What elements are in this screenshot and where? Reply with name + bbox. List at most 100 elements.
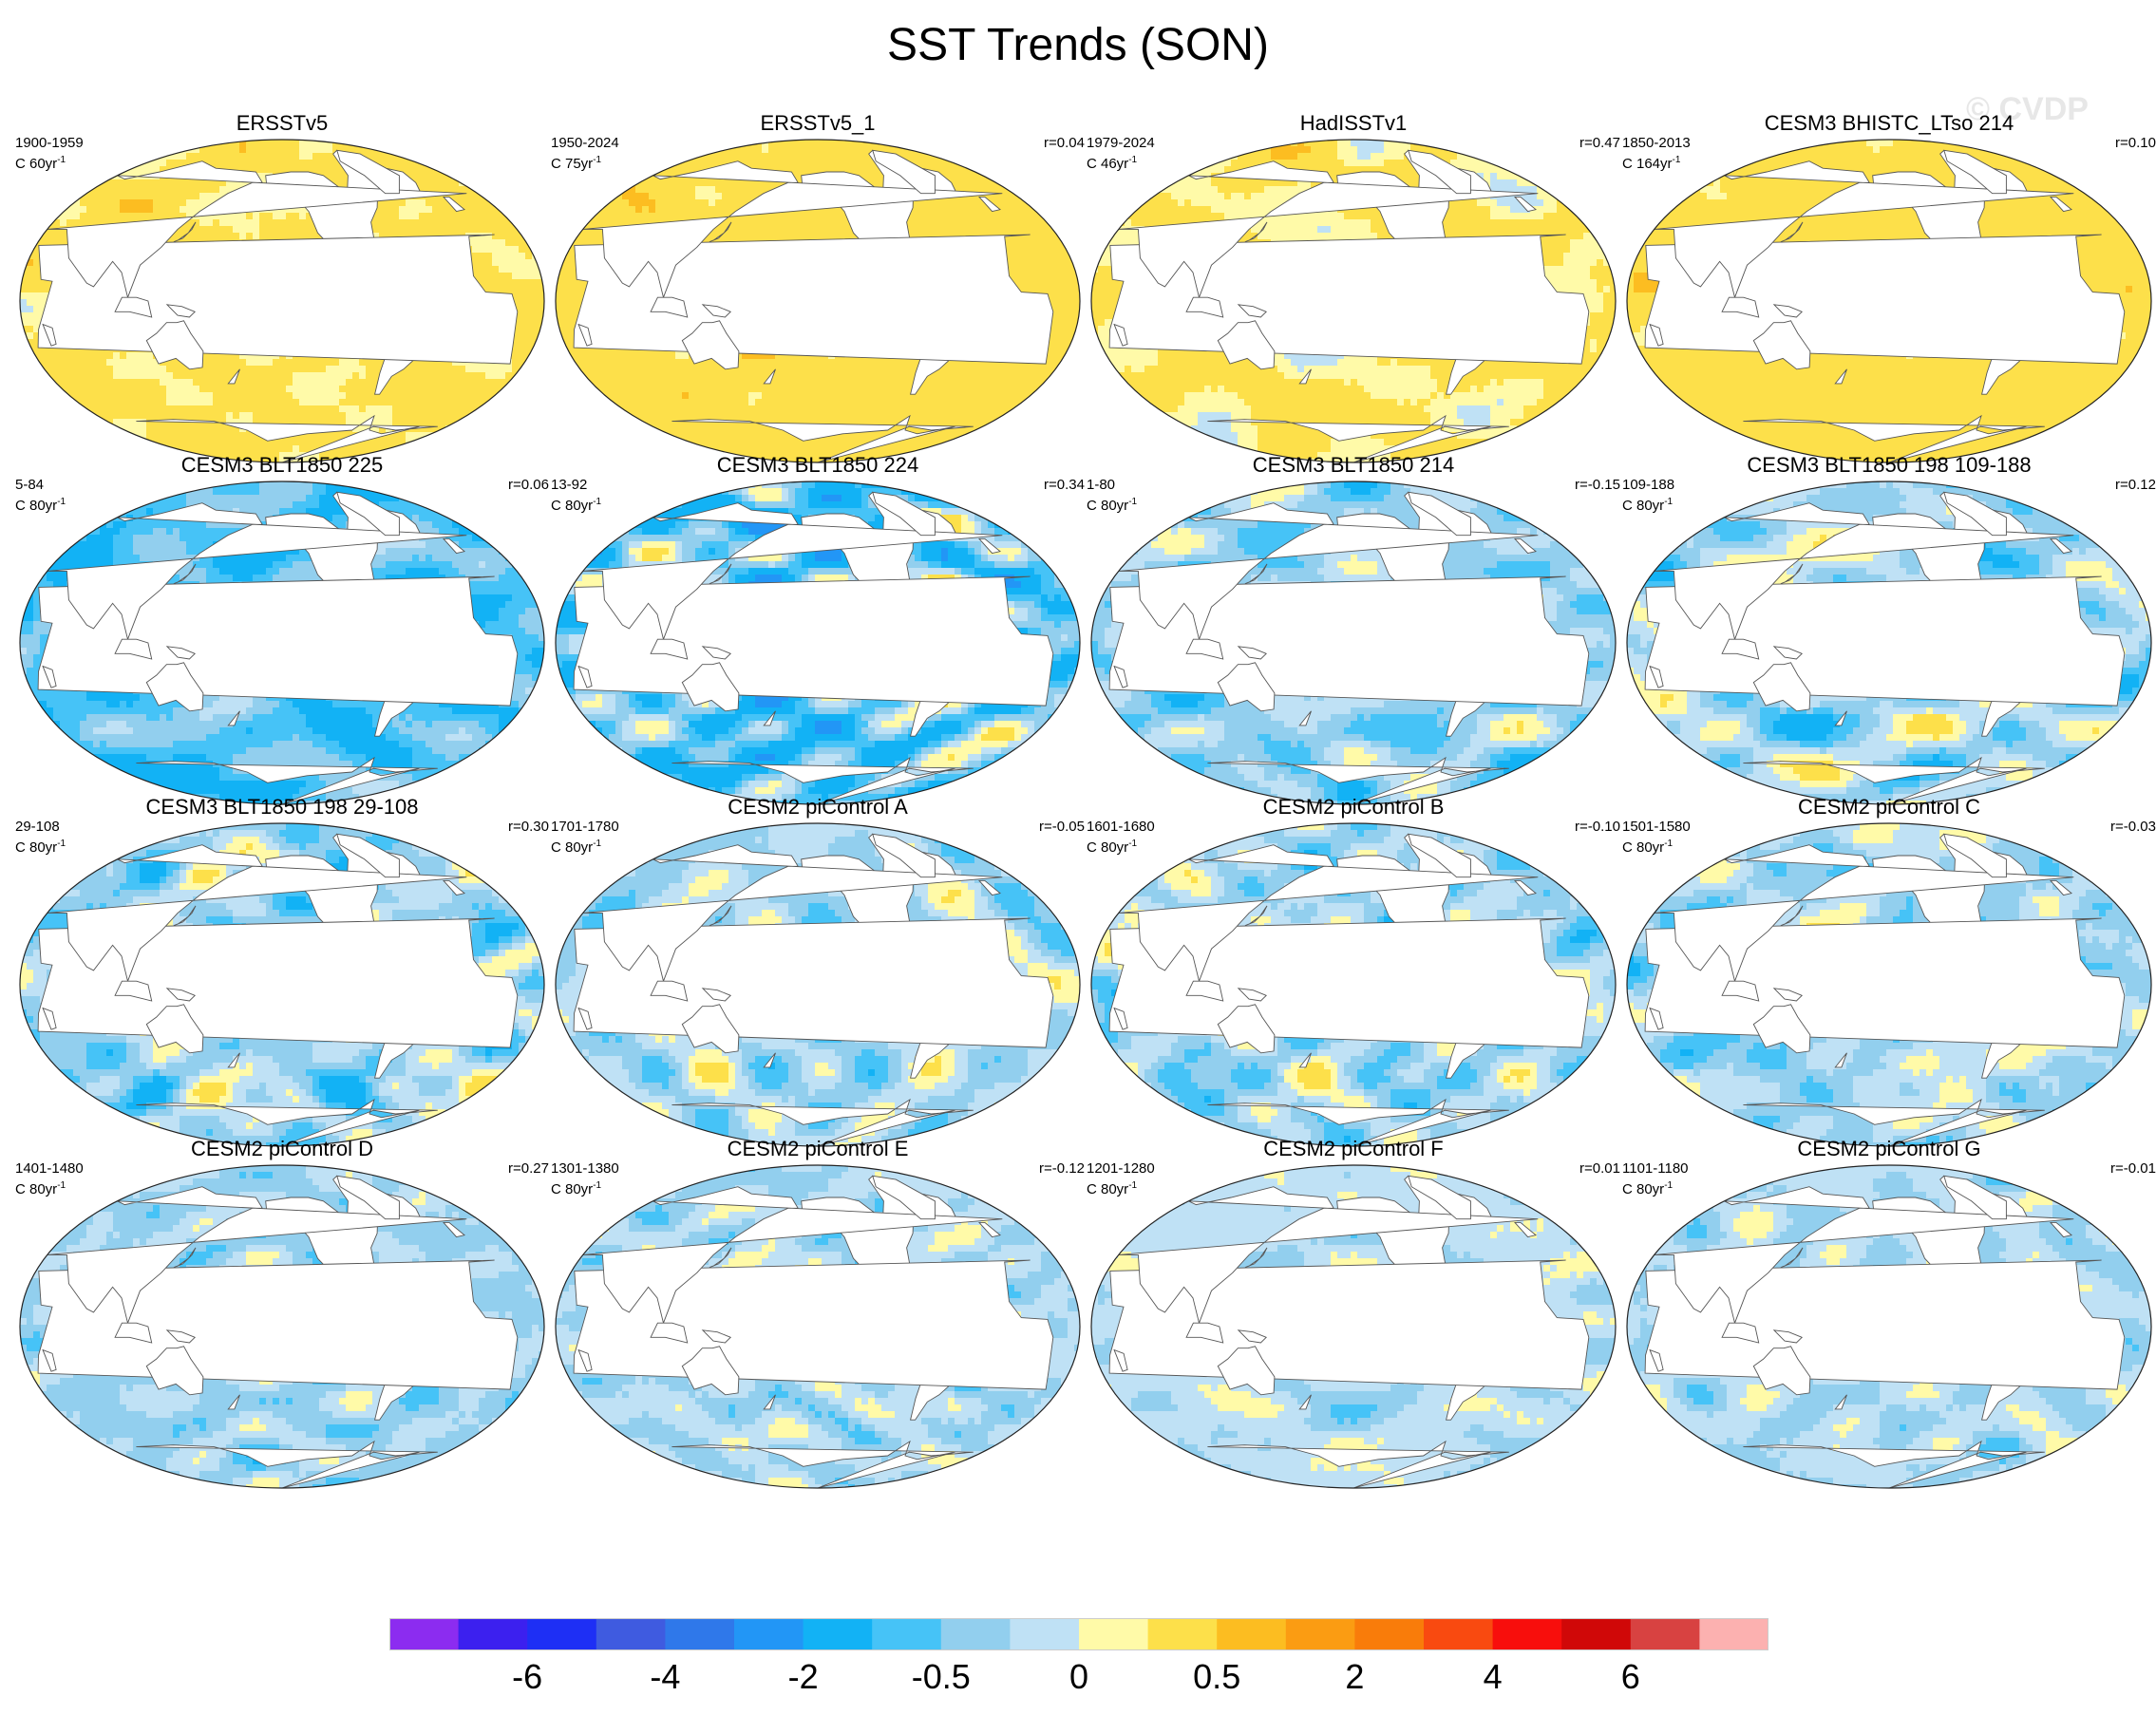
- panel-units: C 80yr-1: [1622, 836, 1673, 857]
- colorbar-swatch: [804, 1618, 873, 1650]
- colorbar-swatch: [1286, 1618, 1355, 1650]
- figure-title: SST Trends (SON): [0, 19, 2156, 72]
- panel-units-text: C 80yr: [15, 498, 57, 514]
- colorbar-swatch: [1631, 1618, 1700, 1650]
- sst-trend-map: [551, 135, 1085, 467]
- panel-units: C 75yr-1: [551, 152, 601, 173]
- panel-pattern-correlation: r=0.01: [1579, 1160, 1620, 1178]
- panel-units: C 80yr-1: [1087, 494, 1137, 515]
- panel-pattern-correlation: r=0.12: [2115, 477, 2156, 494]
- panel-units-exponent: -1: [1673, 155, 1681, 165]
- panel-units: C 164yr-1: [1622, 152, 1680, 173]
- panel-units-text: C 80yr: [1087, 1181, 1128, 1197]
- panel-units-text: C 60yr: [15, 156, 57, 172]
- panel-year-range: 1101-1180: [1622, 1160, 1689, 1178]
- panel-units-text: C 80yr: [15, 839, 57, 856]
- panel-pattern-correlation: r=-0.12: [1039, 1160, 1085, 1178]
- colorbar-swatch: [527, 1618, 596, 1650]
- panel-units-exponent: -1: [1128, 1180, 1137, 1191]
- colorbar-swatch: [1217, 1618, 1286, 1650]
- panel-pattern-correlation: r=0.10: [2115, 135, 2156, 152]
- map-panel: CESM3 BLT1850 198 29-108 29-108 C 80yr-1 r=…: [15, 796, 549, 1157]
- colorbar-swatch: [1079, 1618, 1148, 1650]
- map-panel: ERSSTv5 1900-1959 C 60yr-1: [15, 112, 549, 473]
- panel-units-exponent: -1: [57, 155, 66, 165]
- panel-year-range: 13-92: [551, 477, 587, 494]
- colorbar-swatch: [1493, 1618, 1562, 1650]
- panel-year-range: 1501-1580: [1622, 819, 1691, 836]
- panel-year-range: 1850-2013: [1622, 135, 1691, 152]
- panel-units: C 80yr-1: [1087, 836, 1137, 857]
- sst-trend-map: [15, 135, 549, 467]
- panel-title: CESM3 BHISTC_LTso 214: [1622, 112, 2156, 135]
- panel-title: CESM3 BLT1850 198 109-188: [1622, 454, 2156, 477]
- map-panel: CESM3 BLT1850 225 5-84 C 80yr-1 r=0.06: [15, 454, 549, 815]
- panel-units-exponent: -1: [1664, 839, 1673, 849]
- sst-trend-map: [15, 477, 549, 809]
- colorbar-swatch: [596, 1618, 666, 1650]
- panel-pattern-correlation: r=-0.15: [1575, 477, 1620, 494]
- panel-units: C 80yr-1: [1622, 494, 1673, 515]
- panel-title: CESM2 piControl B: [1087, 796, 1620, 819]
- panel-units-text: C 80yr: [15, 1181, 57, 1197]
- panel-units-exponent: -1: [57, 497, 66, 507]
- panel-year-range: 29-108: [15, 819, 60, 836]
- sst-trend-map: [15, 1160, 549, 1493]
- colorbar: [389, 1618, 1768, 1650]
- panel-units-exponent: -1: [57, 1180, 66, 1191]
- colorbar-tick-label: 2: [1345, 1656, 1364, 1698]
- colorbar-swatch: [1699, 1618, 1768, 1650]
- panel-pattern-correlation: r=0.34: [1044, 477, 1085, 494]
- colorbar-swatch: [1354, 1618, 1424, 1650]
- panel-units: C 80yr-1: [15, 494, 66, 515]
- sst-trend-map: [1622, 477, 2156, 809]
- colorbar-swatch: [734, 1618, 804, 1650]
- panel-units: C 46yr-1: [1087, 152, 1137, 173]
- panel-pattern-correlation: r=0.04: [1044, 135, 1085, 152]
- panel-title: CESM3 BLT1850 224: [551, 454, 1085, 477]
- sst-trend-map: [15, 819, 549, 1151]
- colorbar-tick-label: -4: [650, 1656, 680, 1698]
- panel-units-exponent: -1: [57, 839, 66, 849]
- panel-year-range: 1979-2024: [1087, 135, 1155, 152]
- panel-title: CESM2 piControl C: [1622, 796, 2156, 819]
- map-panel: HadISSTv1 1979-2024 C 46yr-1 r=0.47: [1087, 112, 1620, 473]
- panel-units: C 80yr-1: [15, 836, 66, 857]
- panel-units-exponent: -1: [593, 497, 601, 507]
- map-panel: CESM2 piControl A 1701-1780 C 80yr-1 r=-0.0…: [551, 796, 1085, 1157]
- panel-units-exponent: -1: [593, 839, 601, 849]
- panel-year-range: 1-80: [1087, 477, 1115, 494]
- panel-units-exponent: -1: [1128, 155, 1137, 165]
- panel-units: C 80yr-1: [551, 836, 601, 857]
- colorbar-swatch: [941, 1618, 1011, 1650]
- panel-title: CESM2 piControl E: [551, 1138, 1085, 1160]
- map-panel: CESM2 piControl D 1401-1480 C 80yr-1 r=0.27: [15, 1138, 549, 1498]
- panel-units-text: C 80yr: [1087, 498, 1128, 514]
- panel-title: CESM3 BLT1850 214: [1087, 454, 1620, 477]
- panel-year-range: 1401-1480: [15, 1160, 84, 1178]
- panel-year-range: 1950-2024: [551, 135, 619, 152]
- panel-units: C 80yr-1: [1622, 1178, 1673, 1198]
- sst-trend-map: [1087, 1160, 1620, 1493]
- panel-title: CESM2 piControl A: [551, 796, 1085, 819]
- panel-pattern-correlation: r=0.30: [508, 819, 549, 836]
- map-panel: ERSSTv5_1 1950-2024 C 75yr-1 r=0.04: [551, 112, 1085, 473]
- sst-trend-map: [1087, 819, 1620, 1151]
- colorbar-tick-label: 4: [1484, 1656, 1503, 1698]
- panel-title: CESM2 piControl F: [1087, 1138, 1620, 1160]
- sst-trend-map: [1622, 1160, 2156, 1493]
- panel-units: C 80yr-1: [551, 1178, 601, 1198]
- panel-pattern-correlation: r=-0.10: [1575, 819, 1620, 836]
- colorbar-tick-label: 0: [1069, 1656, 1088, 1698]
- panel-year-range: 1201-1280: [1087, 1160, 1155, 1178]
- panel-units-exponent: -1: [1664, 497, 1673, 507]
- colorbar-tick-label: -0.5: [912, 1656, 971, 1698]
- panel-units: C 80yr-1: [551, 494, 601, 515]
- panel-units-text: C 80yr: [1622, 1181, 1664, 1197]
- panel-pattern-correlation: r=0.06: [508, 477, 549, 494]
- panel-units-text: C 80yr: [551, 498, 593, 514]
- panel-pattern-correlation: r=0.47: [1579, 135, 1620, 152]
- panel-title: CESM3 BLT1850 198 29-108: [15, 796, 549, 819]
- panel-units-exponent: -1: [1128, 497, 1137, 507]
- colorbar-swatch: [1424, 1618, 1493, 1650]
